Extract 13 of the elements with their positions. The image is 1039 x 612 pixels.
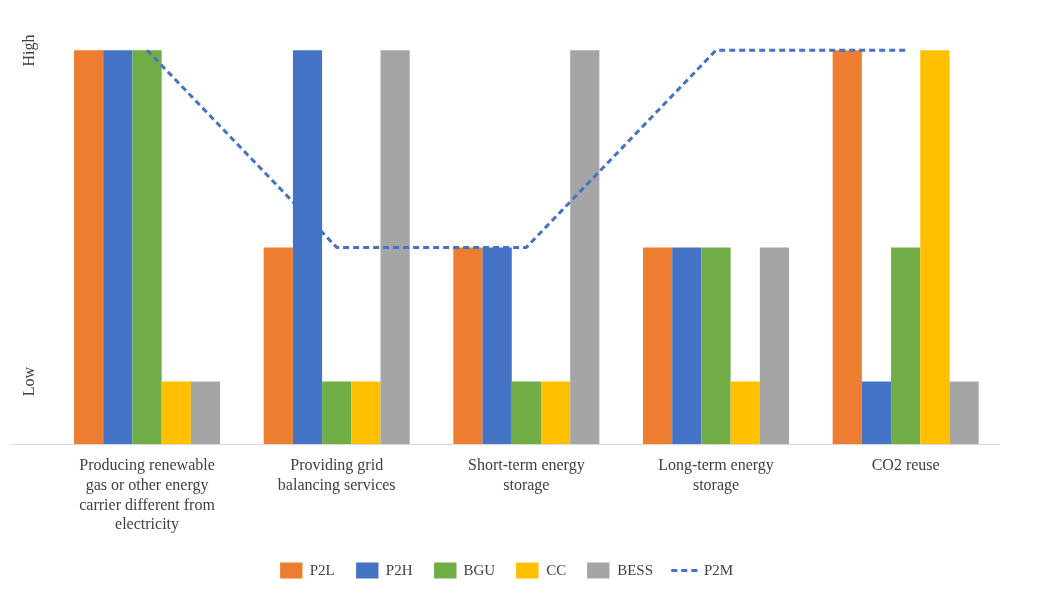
- legend-label: BESS: [617, 561, 654, 579]
- legend-label: P2M: [704, 561, 734, 579]
- x-tick-label: Providing grid balancing services: [277, 456, 396, 494]
- legend-label: P2L: [309, 561, 335, 579]
- legend-label: P2H: [385, 561, 413, 579]
- annotation: High: [20, 34, 39, 67]
- x-tick-label: CO2 reuse: [871, 456, 940, 474]
- x-tick-label: Short-term energy storage: [468, 456, 585, 494]
- x-tick-label: Long-term energy storage: [658, 456, 774, 494]
- legend-label: BGU: [463, 561, 496, 579]
- x-tick-label: Producing renewable gas or other energy carrier different from electricity: [79, 456, 216, 534]
- annotation: Low: [20, 366, 38, 397]
- legend-label: CC: [546, 561, 567, 579]
